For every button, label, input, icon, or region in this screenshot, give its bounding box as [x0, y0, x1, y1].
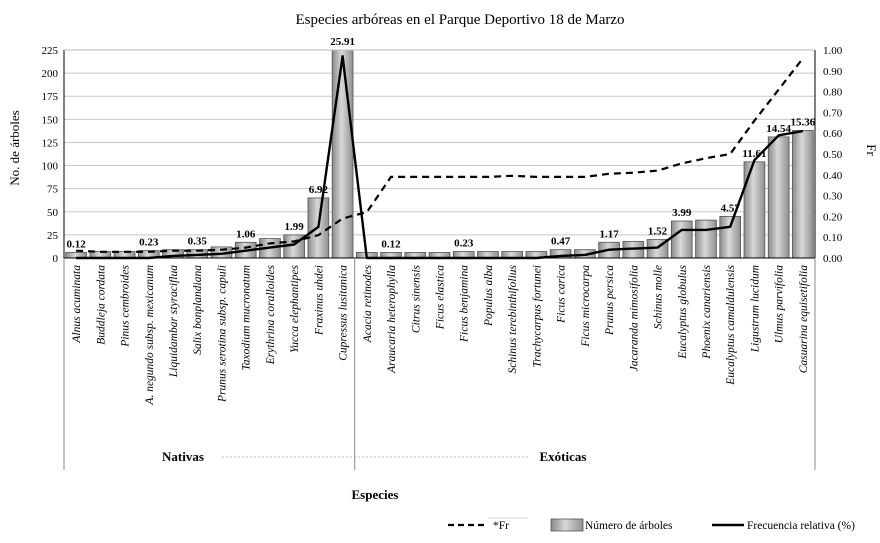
category-label: Jacaranda mimosifolia: [628, 265, 640, 372]
data-label: 0.12: [66, 238, 86, 250]
category-label: Populus alba: [483, 265, 495, 327]
category-label: Yucca elephantipes: [289, 264, 301, 353]
category-label: Ficus benjamina: [459, 265, 471, 343]
group-label-exoticas: Exóticas: [540, 449, 587, 464]
group-labels: Nativas Exóticas: [63, 258, 816, 470]
category-label: Eucalyptus camaldulensis: [725, 264, 737, 385]
data-label: 1.99: [285, 221, 305, 233]
category-label: Salix bonplandiana: [192, 265, 204, 355]
y2-tick-label: 0.50: [823, 149, 843, 161]
chart-title: Especies arbóreas en el Parque Deportivo…: [295, 12, 624, 28]
data-label: 0.12: [381, 238, 401, 250]
y2-tick-label: 0.00: [823, 253, 843, 265]
category-label: Alnus acuminata: [71, 265, 83, 344]
category-label: Citrus sinensis: [410, 264, 422, 333]
category-label: Eucalyptus globulus: [677, 264, 689, 359]
lines: [76, 55, 804, 260]
axes: [63, 49, 816, 259]
category-label: Liquidambar styraciflua: [168, 265, 180, 378]
data-label: 1.06: [236, 228, 256, 240]
y-tick-label: 225: [42, 45, 59, 57]
bars: [65, 49, 814, 259]
y-tick-label: 75: [47, 184, 59, 196]
y2-tick-label: 0.60: [823, 128, 843, 140]
data-label: 0.47: [551, 236, 571, 248]
bar: [743, 161, 766, 259]
y2-tick-label: 0.30: [823, 191, 843, 203]
category-label: Ficus microcarpa: [580, 265, 592, 348]
category-labels: Alnus acuminata Buddleja cordata Pinus cem…: [71, 264, 810, 405]
category-label: Schinus terebinthifolius: [507, 264, 519, 373]
data-label: 0.23: [454, 238, 474, 250]
category-label: Cupressus lusitanica: [338, 265, 350, 361]
cumulative-frequency-line: [76, 57, 804, 253]
legend-label: Frecuencia relativa (%): [747, 520, 855, 532]
category-label: Casuarina equisetifolia: [798, 265, 810, 374]
data-label: 25.91: [330, 36, 355, 48]
y2-tick-label: 0.40: [823, 170, 843, 182]
group-label-nativas: Nativas: [162, 449, 204, 464]
relative-frequency-line: [76, 55, 804, 260]
category-label: Ulmus parvifolia: [774, 265, 786, 344]
category-label: Acacia retinodes: [362, 264, 374, 343]
category-label: Schinus molle: [653, 265, 665, 329]
data-label: 0.35: [188, 236, 208, 248]
category-label: Prunus persica: [604, 265, 616, 336]
data-label: 3.99: [672, 207, 692, 219]
category-label: Trachycarpus fortunei: [531, 265, 543, 368]
legend: *Fr Número de árboles Frecuencia relativa …: [448, 517, 855, 532]
gridlines: [64, 49, 815, 236]
bar: [670, 220, 693, 259]
data-label: 4.57: [721, 202, 741, 214]
y2-axis-title: Fr: [864, 144, 879, 156]
legend-label: *Fr: [493, 520, 509, 532]
legend-swatch-bar: [550, 518, 584, 532]
bar: [792, 130, 814, 259]
data-label: 0.23: [139, 237, 159, 249]
x-axis-title: Especies: [352, 487, 399, 502]
bar: [695, 219, 717, 259]
data-label: 1.52: [648, 226, 668, 238]
category-label: Phoenix canariensis: [701, 264, 713, 359]
category-label: Ficus elastica: [435, 265, 447, 330]
y-axis-title: No. de árboles: [7, 110, 22, 185]
y-tick-label: 0: [53, 253, 59, 265]
y-tick-label: 125: [42, 137, 59, 149]
category-label: Prunus serotina subsp. capuli: [217, 265, 229, 403]
legend-label: Número de árboles: [585, 520, 673, 532]
category-label: Ficus carica: [556, 265, 568, 324]
bar: [767, 136, 790, 259]
y2-tick-label: 0.10: [823, 232, 843, 244]
y2-tick-label: 0.80: [823, 87, 843, 99]
y-tick-label: 25: [47, 230, 59, 242]
y-tick-label: 50: [47, 207, 59, 219]
y2-tick-label: 0.70: [823, 107, 843, 119]
data-label: 6.92: [309, 184, 329, 196]
category-label: Fraxinus uhdei: [313, 265, 325, 336]
y2-tick-label: 0.90: [823, 66, 843, 78]
category-label: A. negundo subsp. mexicanum: [144, 265, 156, 406]
data-label: 11.61: [742, 148, 766, 160]
data-label: 15.36: [791, 116, 816, 128]
y-tick-label: 200: [42, 68, 59, 80]
data-label: 1.17: [599, 228, 619, 240]
category-label: Ligustrum lucidum: [749, 265, 761, 353]
category-label: Taxodium mucronatum: [241, 265, 253, 371]
bar: [331, 49, 354, 259]
category-label: Buddleja cordata: [95, 265, 107, 345]
y-tick-label: 100: [42, 161, 59, 173]
bar: [719, 215, 742, 259]
category-label: Erythrina coralloides: [265, 264, 277, 365]
y-tick-label: 175: [42, 91, 59, 103]
category-label: Araucaria heterophylla: [386, 265, 398, 374]
y2-tick-label: 0.20: [823, 211, 843, 223]
category-label: Pinus cembroides: [120, 264, 132, 347]
y-tick-label: 150: [42, 114, 59, 126]
y-axis-ticks: 0 25 50 75 100 125 150 175 200 225: [42, 45, 59, 265]
data-labels: 0.12 0.23 0.35 1.06 1.99 6.92 25.91 0.12 0.23 0.4…: [66, 36, 815, 250]
data-label: 14.54: [766, 123, 791, 135]
y2-tick-label: 1.00: [823, 45, 843, 57]
y2-axis-ticks: 0.00 0.10 0.20 0.30 0.40 0.50 0.60 0.70 0.80 0.90…: [823, 45, 843, 265]
